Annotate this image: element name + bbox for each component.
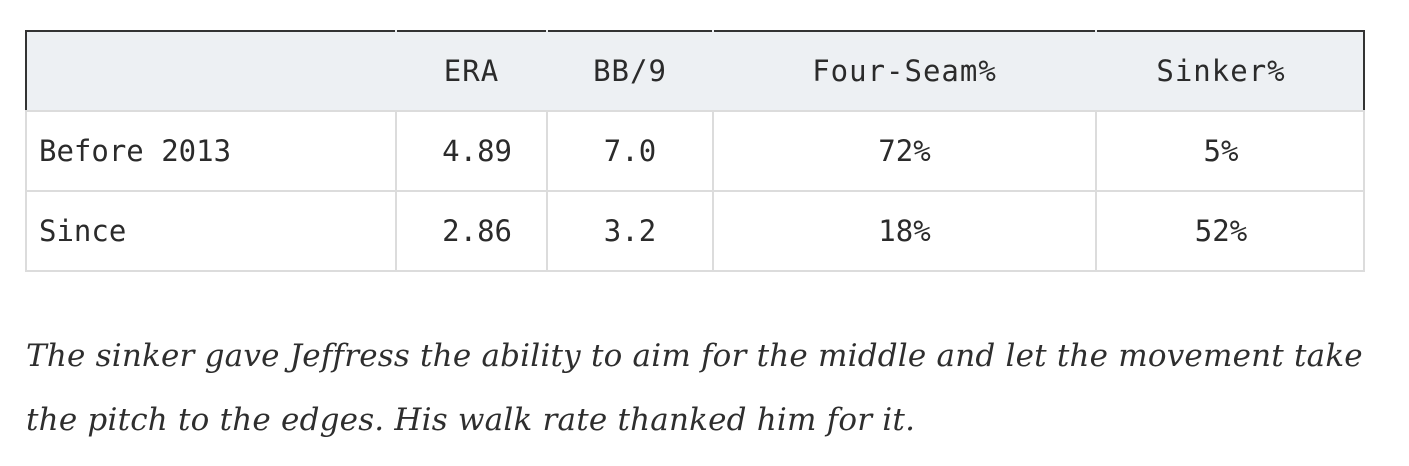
caption-paragraph: The sinker gave Jeffress the ability to …	[26, 324, 1366, 452]
table-row: Before 2013 4.89 7.0 72% 5%	[25, 110, 1365, 192]
header-row: ERA BB/9 Four-Seam% Sinker%	[25, 30, 1365, 112]
row-label: Since	[25, 190, 397, 272]
header-cell-four-seam: Four-Seam%	[712, 30, 1097, 112]
sinker-cell: 52%	[1095, 190, 1365, 272]
header-cell-era: ERA	[395, 30, 548, 112]
table-body: Before 2013 4.89 7.0 72% 5% Since 2.86 3…	[25, 110, 1365, 272]
bb9-cell: 3.2	[546, 190, 714, 272]
four-seam-cell: 18%	[712, 190, 1097, 272]
four-seam-cell: 72%	[712, 110, 1097, 192]
header-cell-bb9: BB/9	[546, 30, 714, 112]
header-cell-sinker: Sinker%	[1095, 30, 1365, 112]
sinker-cell: 5%	[1095, 110, 1365, 192]
header-cell-empty	[25, 30, 397, 112]
era-cell: 2.86	[395, 190, 548, 272]
era-cell: 4.89	[395, 110, 548, 192]
table-header: ERA BB/9 Four-Seam% Sinker%	[25, 30, 1365, 112]
caption-line-1: The sinker gave Jeffress the ability to …	[26, 338, 1363, 374]
row-label: Before 2013	[25, 110, 397, 192]
stats-table: ERA BB/9 Four-Seam% Sinker% Before 2013 …	[25, 30, 1365, 272]
caption-line-2: the pitch to the edges. His walk rate th…	[26, 402, 916, 438]
bb9-cell: 7.0	[546, 110, 714, 192]
table-row: Since 2.86 3.2 18% 52%	[25, 190, 1365, 272]
